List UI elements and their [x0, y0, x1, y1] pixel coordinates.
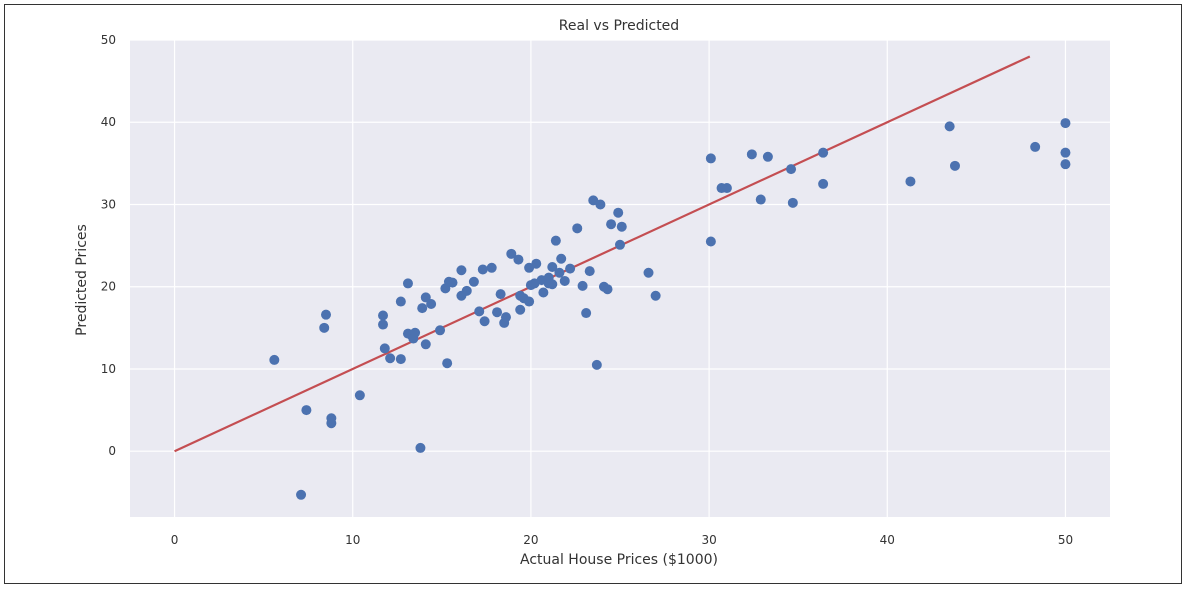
data-point — [415, 442, 426, 453]
data-point — [479, 316, 490, 327]
y-tick-label: 40 — [101, 115, 116, 129]
data-point — [500, 312, 511, 323]
data-point — [447, 277, 458, 288]
fit-line — [174, 55, 1031, 453]
x-tick-label: 20 — [523, 533, 538, 547]
data-point — [554, 267, 565, 278]
data-point — [755, 194, 766, 205]
data-point — [762, 151, 773, 162]
data-point — [531, 258, 542, 269]
data-point — [944, 121, 955, 132]
y-tick-labels: 0 10 20 30 40 50 — [101, 33, 116, 458]
data-point — [559, 275, 570, 286]
x-tick-label: 30 — [701, 533, 716, 547]
data-point — [591, 359, 602, 370]
data-points — [269, 118, 1071, 500]
data-point — [705, 153, 716, 164]
y-tick-label: 20 — [101, 280, 116, 294]
data-point — [1060, 147, 1071, 158]
data-point — [746, 149, 757, 160]
data-point — [477, 264, 488, 275]
data-point — [577, 280, 588, 291]
data-point — [417, 303, 428, 314]
data-point — [326, 418, 337, 429]
y-axis-label: Predicted Prices — [74, 224, 90, 336]
data-point — [818, 147, 829, 158]
data-point — [408, 333, 419, 344]
chart-title: Real vs Predicted — [559, 18, 679, 34]
data-point — [787, 197, 798, 208]
data-point — [606, 219, 617, 230]
data-point — [486, 262, 497, 273]
data-point — [949, 160, 960, 171]
data-point — [547, 261, 558, 272]
data-point — [385, 353, 396, 364]
data-point — [513, 254, 524, 265]
data-point — [581, 308, 592, 319]
data-point — [492, 307, 503, 318]
data-point — [301, 405, 312, 416]
data-point — [402, 278, 413, 289]
data-point — [378, 310, 389, 321]
data-point — [456, 265, 467, 276]
data-point — [379, 343, 390, 354]
data-point — [595, 199, 606, 210]
plot-background — [130, 40, 1110, 517]
x-tick-label: 0 — [171, 533, 179, 547]
data-point — [705, 236, 716, 247]
data-point — [818, 178, 829, 189]
y-tick-label: 0 — [108, 444, 116, 458]
data-point — [395, 354, 406, 365]
x-tick-label: 10 — [345, 533, 360, 547]
x-tick-label: 40 — [880, 533, 895, 547]
data-point — [296, 489, 307, 500]
data-point — [786, 164, 797, 175]
x-tick-label: 50 — [1058, 533, 1073, 547]
data-point — [395, 296, 406, 307]
data-point — [426, 298, 437, 309]
data-point — [269, 354, 280, 365]
data-point — [615, 239, 625, 250]
data-point — [435, 325, 446, 336]
data-point — [556, 253, 567, 264]
data-point — [643, 267, 654, 278]
data-point — [613, 207, 624, 218]
data-point — [321, 309, 331, 320]
y-tick-label: 30 — [101, 197, 116, 211]
data-point — [524, 296, 535, 307]
data-point — [420, 339, 431, 350]
data-point — [515, 304, 526, 315]
data-point — [442, 358, 453, 369]
data-point — [474, 306, 485, 317]
data-point — [650, 290, 661, 301]
grid-lines — [130, 39, 1110, 517]
data-point — [721, 183, 732, 194]
data-point — [616, 221, 627, 232]
data-point — [550, 235, 561, 246]
data-point — [354, 390, 365, 401]
data-point — [1060, 159, 1071, 170]
data-point — [538, 287, 549, 298]
y-tick-label: 10 — [101, 362, 116, 376]
x-tick-labels: 0 10 20 30 40 50 — [171, 533, 1073, 547]
fit-line-layer — [174, 55, 1031, 453]
data-point — [319, 322, 330, 333]
y-tick-label: 50 — [101, 33, 116, 47]
data-point — [905, 176, 916, 187]
data-point — [495, 289, 506, 300]
data-point — [572, 223, 583, 234]
data-point — [378, 319, 389, 330]
data-point — [1030, 141, 1041, 152]
data-point — [468, 276, 479, 287]
data-point — [461, 285, 472, 296]
data-point — [565, 263, 576, 274]
x-axis-label: Actual House Prices ($1000) — [520, 552, 718, 568]
data-point — [602, 284, 613, 295]
data-point — [1060, 118, 1071, 129]
data-point — [506, 248, 517, 259]
data-point — [547, 279, 558, 290]
data-point — [584, 266, 595, 277]
